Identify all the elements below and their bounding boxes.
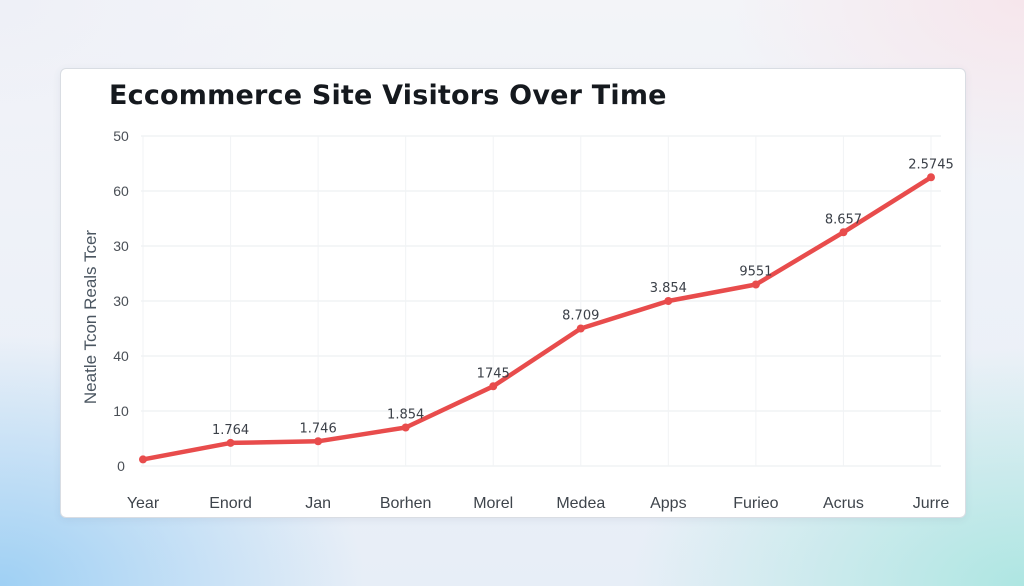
x-tick-label: Year	[127, 495, 160, 512]
data-point	[751, 280, 760, 289]
data-label: 9551	[739, 265, 772, 280]
data-point	[226, 438, 235, 447]
x-axis-ticks: Year Enord Jan Borhen Morel Medea Apps Furieo Ac…	[127, 495, 949, 512]
x-tick-label: Acrus	[823, 495, 864, 512]
x-tick-label: Jan	[305, 495, 331, 512]
data-point	[576, 324, 585, 333]
data-point	[489, 382, 498, 391]
chart-title: Eccommerce Site Visitors Over Time	[109, 80, 667, 111]
data-point	[839, 228, 848, 237]
x-tick-label: Borhen	[380, 495, 432, 512]
series-group	[139, 173, 935, 464]
series-line	[140, 175, 934, 462]
data-point	[139, 455, 147, 464]
data-label: 1745	[477, 366, 510, 381]
x-tick-label: Apps	[650, 495, 686, 512]
data-point	[927, 173, 935, 182]
chart-card: Eccommerce Site Visitors Over Time Neatl…	[60, 68, 966, 518]
data-label: 8.657	[825, 212, 862, 227]
y-axis-ticks: 50 60 30 30 40 10 0	[113, 128, 129, 474]
y-tick-label: 40	[113, 348, 129, 364]
y-tick-label: 30	[113, 293, 129, 309]
data-label: 2.5745	[908, 157, 954, 172]
data-labels: 1.764 1.746 1.854 1745 8.709 3.854 9551 8.657 2.…	[212, 157, 954, 438]
data-label: 3.854	[650, 281, 687, 296]
x-tick-label: Enord	[209, 495, 252, 512]
y-tick-label: 10	[113, 403, 129, 419]
data-point	[664, 297, 673, 305]
y-tick-label: 60	[113, 183, 129, 199]
x-tick-label: Morel	[473, 495, 513, 512]
line-chart: 50 60 30 30 40 10 0 Year Enord Jan Borhen Morel Med…	[113, 128, 954, 512]
grid	[141, 135, 941, 467]
data-label: 1.746	[300, 421, 337, 436]
data-label: 1.854	[387, 408, 424, 423]
y-tick-label: 30	[113, 238, 129, 254]
y-tick-label: 0	[117, 458, 125, 474]
x-tick-label: Medea	[556, 495, 605, 512]
x-tick-label: Furieo	[733, 495, 778, 512]
x-tick-label: Jurre	[913, 495, 950, 512]
data-label: 1.764	[212, 423, 249, 438]
data-point	[401, 423, 410, 432]
data-point	[314, 437, 323, 446]
y-tick-label: 50	[113, 128, 129, 144]
data-label: 8.709	[562, 309, 599, 324]
